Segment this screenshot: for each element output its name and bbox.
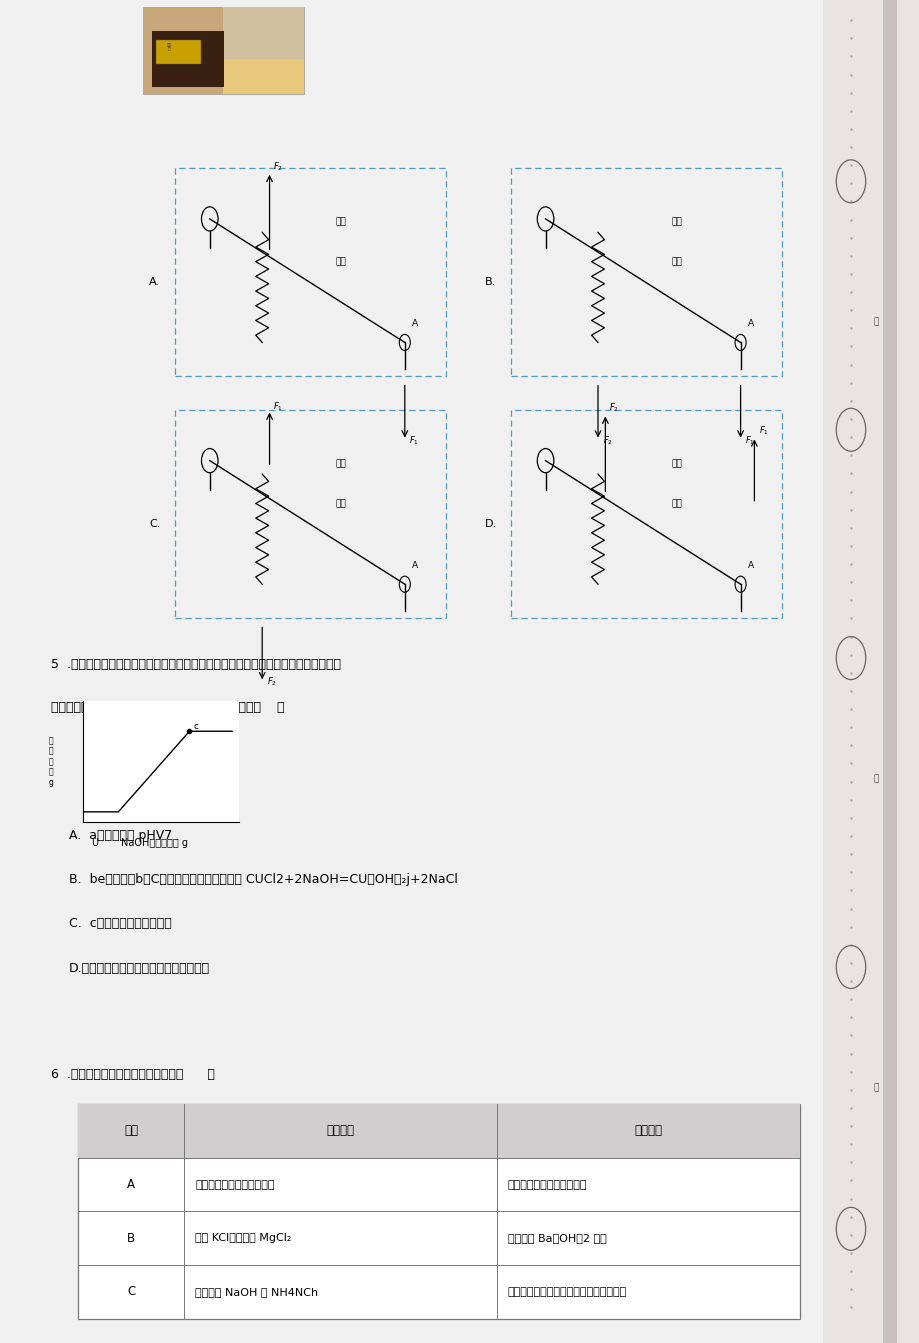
Text: 绕: 绕 [873, 775, 879, 783]
Bar [152, 31, 224, 87]
Text: A: A [412, 561, 418, 569]
Text: 滴加适量 Ba（OH）2 溶液: 滴加适量 Ba（OH）2 溶液 [507, 1233, 606, 1244]
Text: 5  .向盐酸和氯化铜混合溶液中加入一定质量分数的氢氧化钠溶液，产生沉淀的质量与: 5 .向盐酸和氯化铜混合溶液中加入一定质量分数的氢氧化钠溶液，产生沉淀的质量与 [51, 658, 340, 672]
Text: 鉴别固体 NaOH 与 NH4NCh: 鉴别固体 NaOH 与 NH4NCh [195, 1287, 318, 1297]
Text: 出口: 出口 [671, 459, 682, 467]
Bar [510, 410, 781, 618]
Text: 筷子: 筷子 [335, 500, 346, 508]
Text: $F_2$: $F_2$ [608, 402, 618, 415]
Text: 实验方案: 实验方案 [634, 1124, 662, 1138]
Bar [223, 7, 303, 94]
Text: 加入氢氧化钠溶液的质量关系如图所示。下列说法不正确的是（    ）: 加入氢氧化钠溶液的质量关系如图所示。下列说法不正确的是（ ） [51, 701, 284, 714]
Bar [78, 1104, 800, 1158]
Text: 在空气中点燃，检验生成物: 在空气中点燃，检验生成物 [507, 1179, 586, 1190]
Bar [156, 40, 201, 64]
Text: 出口: 出口 [335, 459, 346, 467]
Text: 筷子: 筷子 [335, 258, 346, 266]
Text: C.: C. [149, 520, 160, 529]
Text: B: B [127, 1232, 135, 1245]
Text: A.  a点溶液中的 pHV7: A. a点溶液中的 pHV7 [69, 829, 172, 842]
Text: A: A [747, 320, 754, 328]
Bar [175, 168, 446, 376]
Bar [510, 168, 781, 376]
Text: A: A [747, 561, 754, 569]
Text: 绕: 绕 [873, 318, 879, 326]
Text: $F_1$: $F_1$ [409, 434, 419, 447]
Text: 实验目的: 实验目的 [326, 1124, 354, 1138]
Bar [78, 1104, 800, 1319]
Bar [823, 0, 919, 1343]
Text: 沉
淀
质
量
g: 沉 淀 质 量 g [49, 736, 53, 787]
Text: 选项: 选项 [124, 1124, 138, 1138]
Text: $F_1$: $F_1$ [758, 424, 768, 438]
Text: 出口: 出口 [671, 218, 682, 226]
Text: 检验酒精中是否含有氧元素: 检验酒精中是否含有氧元素 [195, 1179, 274, 1190]
Bar [142, 7, 303, 94]
Bar [175, 410, 446, 618]
Text: B.  be段（不含b、C点）反应的化学方程式为 CUCl2+2NaOH=CU（OH）₂j+2NaCl: B. be段（不含b、C点）反应的化学方程式为 CUCl2+2NaOH=CU（O… [69, 873, 458, 886]
Bar [223, 7, 303, 59]
Text: A: A [127, 1178, 135, 1191]
Text: D.整个变化过程中氯离子的数目没有改变: D.整个变化过程中氯离子的数目没有改变 [69, 962, 210, 975]
Text: D.: D. [484, 520, 496, 529]
Text: $F_1$: $F_1$ [273, 400, 283, 414]
Text: 出口: 出口 [335, 218, 346, 226]
Text: C: C [127, 1285, 135, 1299]
Text: 筷子: 筷子 [671, 500, 682, 508]
Text: B.: B. [484, 278, 495, 287]
Text: c: c [194, 723, 199, 731]
Text: C.  c点溶液中含有两种溶质: C. c点溶液中含有两种溶质 [69, 917, 172, 931]
Text: 汨: 汨 [873, 1084, 879, 1092]
Text: $F_2$: $F_2$ [602, 434, 612, 447]
Text: $F_2$: $F_2$ [267, 676, 277, 689]
Bar [882, 0, 896, 1343]
Text: 取样，分别溶于水中，观察溶液温度变化: 取样，分别溶于水中，观察溶液温度变化 [507, 1287, 627, 1297]
Text: $F_1$: $F_1$ [744, 434, 754, 447]
Text: A: A [412, 320, 418, 328]
Text: A.: A. [149, 278, 160, 287]
Text: 除去 KCl溶液中的 MgCl₂: 除去 KCl溶液中的 MgCl₂ [195, 1233, 291, 1244]
Text: 6  .下列实验方案能达到实验目的是（      ）: 6 .下列实验方案能达到实验目的是（ ） [51, 1068, 214, 1081]
Text: 筷子: 筷子 [671, 258, 682, 266]
Text: $F_2$: $F_2$ [273, 160, 283, 173]
Text: 控制
器: 控制 器 [166, 43, 172, 51]
Text: U       NaOH溶液的质量 g: U NaOH溶液的质量 g [92, 838, 187, 847]
